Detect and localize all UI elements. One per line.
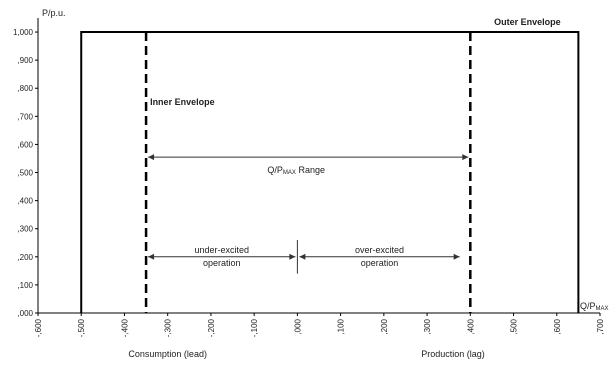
range-label: Q/PMAX Range [267,165,325,176]
x-tick-label: -,300 [164,318,173,337]
y-tick-label: 1,000 [13,28,34,37]
outer-envelope-line [80,31,580,313]
over-excited-label: over-excited [355,245,404,255]
y-tick-label: ,300 [17,225,33,234]
y-tick-label: ,900 [17,56,33,65]
outer-envelope-label: Outer Envelope [494,17,561,27]
over-excited-operation-label: operation [361,258,399,268]
under-excited-operation-label: operation [203,258,241,268]
under-excited-arrow [148,253,296,260]
x-tick-label: ,000 [293,318,302,334]
range-arrow [148,154,469,161]
x-tick-label: ,700 [596,318,605,334]
x-tick-label: ,200 [380,318,389,334]
x-tick-label: -,400 [120,318,129,337]
inner-envelope-label: Inner Envelope [150,97,215,107]
x-tick-label: ,600 [553,318,562,334]
x-tick-label: -,500 [77,318,86,337]
x-tick-label: ,300 [423,318,432,334]
x-tick-label: -,100 [250,318,259,337]
x-tick-label: -,600 [34,318,43,337]
over-excited-arrow [299,253,460,260]
production-label: Production (lag) [421,349,485,359]
under-excited-label: under-excited [194,245,249,255]
y-ticks: ,000 ,100 ,200 ,300 ,400 ,500 ,600 ,700 ,800 ,900… [13,28,38,318]
y-tick-label: ,800 [17,84,33,93]
y-tick-label: ,200 [17,253,33,262]
x-ticks: -,600 -,500 -,400 -,300 -,200 -,100 ,000 ,100 ,2… [34,313,605,337]
x-tick-label: ,500 [510,318,519,334]
x-tick-label: ,100 [337,318,346,334]
y-tick-label: ,700 [17,112,33,121]
axes [37,18,600,314]
consumption-label: Consumption (lead) [128,349,207,359]
y-axis-label: P/p.u. [42,8,66,18]
y-tick-label: ,600 [17,140,33,149]
y-tick-label: ,400 [17,197,33,206]
y-tick-label: ,500 [17,169,33,178]
x-axis-label: Q/PMAX [580,301,609,312]
y-tick-label: ,100 [17,281,33,290]
y-tick-label: ,000 [17,309,33,318]
x-tick-label: -,200 [207,318,216,337]
x-tick-label: ,400 [466,318,475,334]
